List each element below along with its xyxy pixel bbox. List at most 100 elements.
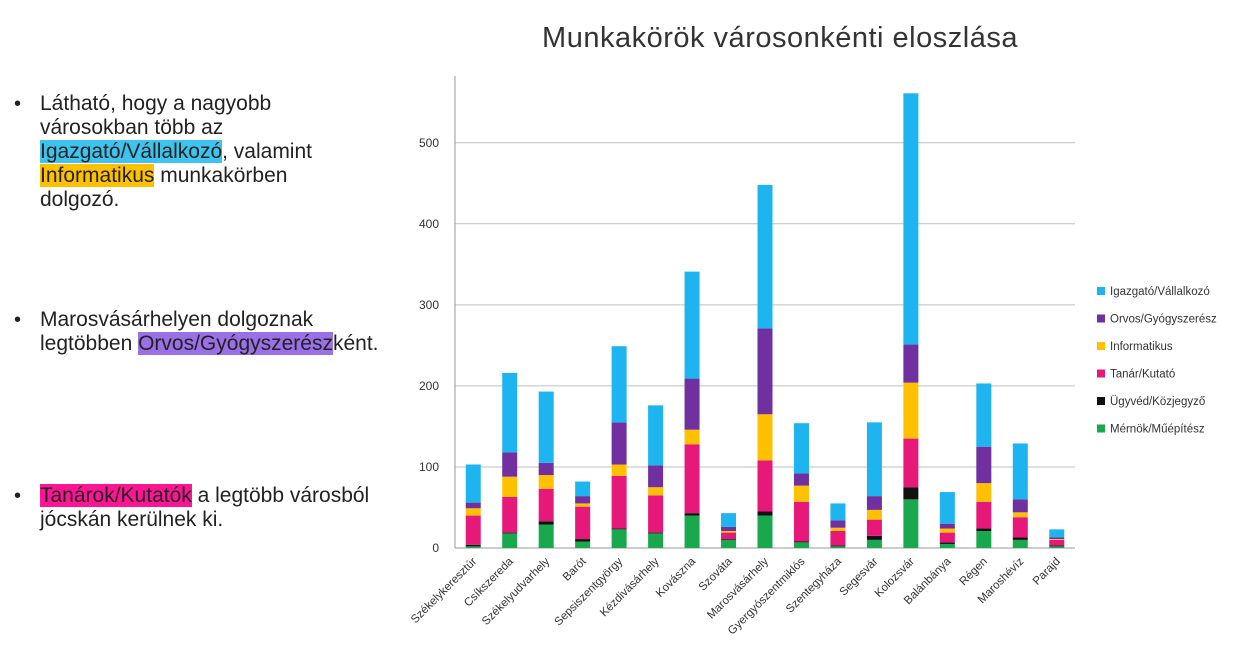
- bar-orvos-gy-gyszer-sz-9: [793, 473, 809, 486]
- bar-orvos-gy-gyszer-sz-14: [976, 446, 992, 484]
- bar-informatikus-7: [721, 530, 737, 533]
- y-tick-label-500: 500: [419, 136, 439, 150]
- bar-tan-r-kutat--0: [465, 515, 481, 545]
- bar-m-rn-k-m-p-t-sz-14: [976, 530, 992, 548]
- bar-informatikus-12: [903, 382, 919, 439]
- bar-orvos-gy-gyszer-sz-6: [684, 378, 700, 430]
- y-tick-label-0: 0: [432, 541, 439, 555]
- bar-igazgat-v-llalkoz--12: [903, 93, 919, 345]
- bar-m-rn-k-m-p-t-sz-10: [830, 546, 846, 548]
- bullet-dot-icon: •: [14, 485, 22, 507]
- legend-swatch-tan-r-kutat-: [1097, 369, 1105, 378]
- bar-orvos-gy-gyszer-sz-7: [721, 526, 737, 531]
- bar-orvos-gy-gyszer-sz-0: [465, 502, 481, 509]
- bar-igazgat-v-llalkoz--2: [538, 391, 554, 463]
- y-tick-label-100: 100: [419, 460, 439, 474]
- bar--gyv-d-k-zjegyz--9: [793, 541, 809, 543]
- bullet-dot-icon: •: [14, 93, 22, 115]
- bar-tan-r-kutat--5: [648, 495, 664, 533]
- bar-tan-r-kutat--14: [976, 501, 992, 529]
- bar-igazgat-v-llalkoz--7: [721, 513, 737, 527]
- bar-orvos-gy-gyszer-sz-2: [538, 462, 554, 476]
- bar-tan-r-kutat--12: [903, 438, 919, 488]
- bar-tan-r-kutat--6: [684, 444, 700, 514]
- legend-swatch-igazgat-v-llalkoz-: [1097, 287, 1105, 295]
- bar-orvos-gy-gyszer-sz-11: [866, 496, 882, 510]
- bar-igazgat-v-llalkoz--5: [648, 405, 664, 466]
- bullet-3: • Tanárok/Kutatók a legtöbb városból jóc…: [14, 484, 384, 532]
- bar--gyv-d-k-zjegyz--10: [830, 545, 846, 547]
- bar--gyv-d-k-zjegyz--3: [575, 539, 591, 542]
- bar-igazgat-v-llalkoz--1: [502, 372, 518, 453]
- bar-orvos-gy-gyszer-sz-10: [830, 520, 846, 528]
- legend-swatch-orvos-gy-gyszer-sz: [1097, 314, 1105, 323]
- bar-orvos-gy-gyszer-sz-15: [1012, 499, 1028, 513]
- bar-igazgat-v-llalkoz--8: [757, 184, 773, 329]
- bar-igazgat-v-llalkoz--9: [793, 423, 809, 474]
- bar-igazgat-v-llalkoz--3: [575, 481, 591, 497]
- bar-igazgat-v-llalkoz--10: [830, 503, 846, 521]
- bar-informatikus-0: [465, 508, 481, 516]
- x-tick-label-2: Székelyudvarhely: [480, 555, 552, 627]
- bar-tan-r-kutat--7: [721, 532, 737, 540]
- bar-m-rn-k-m-p-t-sz-7: [721, 539, 737, 548]
- bullet-dot-icon: •: [14, 309, 22, 331]
- bar-igazgat-v-llalkoz--13: [939, 492, 955, 524]
- x-tick-label-4: Sepsiszentgyörgy: [553, 555, 626, 628]
- bullet-2-text-2: ként.: [332, 332, 379, 355]
- x-tick-label-14: Régen: [957, 556, 989, 588]
- bullet-1-text-3: munkakörben dolgozó.: [40, 164, 288, 211]
- bar-m-rn-k-m-p-t-sz-16: [1049, 546, 1065, 548]
- bar-m-rn-k-m-p-t-sz-4: [611, 529, 627, 548]
- bar-m-rn-k-m-p-t-sz-11: [866, 539, 882, 548]
- bar-m-rn-k-m-p-t-sz-13: [939, 543, 955, 548]
- bar-informatikus-8: [757, 414, 773, 461]
- legend-swatch-informatikus: [1097, 342, 1105, 350]
- bar-tan-r-kutat--11: [866, 519, 882, 536]
- legend-label-m-rn-k-m-p-t-sz: Mérnök/Műépítész: [1110, 424, 1205, 436]
- x-tick-label-16: Parajd: [1031, 556, 1063, 588]
- bar-tan-r-kutat--10: [830, 530, 846, 546]
- bar--gyv-d-k-zjegyz--2: [538, 521, 554, 525]
- bar-orvos-gy-gyszer-sz-16: [1049, 537, 1065, 540]
- highlight-informatikus: Informatikus: [40, 164, 155, 187]
- chart-title: Munkakörök városonkénti eloszlása: [542, 22, 1018, 54]
- bar-m-rn-k-m-p-t-sz-6: [684, 515, 700, 548]
- bar--gyv-d-k-zjegyz--15: [1012, 537, 1028, 540]
- bar-informatikus-11: [866, 509, 882, 520]
- y-tick-label-200: 200: [419, 379, 439, 393]
- bar-m-rn-k-m-p-t-sz-2: [538, 524, 554, 548]
- bar-igazgat-v-llalkoz--16: [1049, 529, 1065, 538]
- bar-m-rn-k-m-p-t-sz-8: [757, 515, 773, 548]
- bar--gyv-d-k-zjegyz--5: [648, 532, 664, 534]
- bar-igazgat-v-llalkoz--14: [976, 383, 992, 447]
- bar-m-rn-k-m-p-t-sz-3: [575, 541, 591, 548]
- bar-igazgat-v-llalkoz--6: [684, 271, 700, 379]
- legend-label-orvos-gy-gyszer-sz: Orvos/Gyógyszerész: [1110, 314, 1217, 326]
- bar-informatikus-4: [611, 464, 627, 476]
- bar-tan-r-kutat--15: [1012, 517, 1028, 538]
- legend-swatch--gyv-d-k-zjegyz-: [1097, 397, 1105, 405]
- bar-informatikus-1: [502, 476, 518, 497]
- bar--gyv-d-k-zjegyz--8: [757, 511, 773, 516]
- bar-tan-r-kutat--2: [538, 488, 554, 522]
- bar-m-rn-k-m-p-t-sz-15: [1012, 539, 1028, 548]
- bar-tan-r-kutat--16: [1049, 539, 1065, 546]
- bar-tan-r-kutat--9: [793, 501, 809, 542]
- bar-m-rn-k-m-p-t-sz-12: [903, 499, 919, 548]
- bullet-1: • Látható, hogy a nagyobb városokban töb…: [14, 92, 384, 212]
- bar-informatikus-10: [830, 527, 846, 531]
- legend-label-tan-r-kutat-: Tanár/Kutató: [1110, 369, 1175, 381]
- legend-label-igazgat-v-llalkoz-: Igazgató/Vállalkozó: [1110, 286, 1210, 298]
- bullet-1-text-2: , valamint: [222, 140, 312, 163]
- bullet-3-text-1: a legtöbb városból jócskán kerülnek ki.: [40, 484, 370, 531]
- bar-igazgat-v-llalkoz--15: [1012, 443, 1028, 500]
- bar-tan-r-kutat--1: [502, 496, 518, 533]
- bar--gyv-d-k-zjegyz--12: [903, 487, 919, 500]
- bullet-2-text-1: Marosvásárhelyen dolgoznak legtöbben: [40, 308, 314, 355]
- bar-informatikus-6: [684, 429, 700, 445]
- bar-orvos-gy-gyszer-sz-12: [903, 344, 919, 383]
- x-tick-label-6: Kovászna: [654, 555, 699, 600]
- bar-tan-r-kutat--4: [611, 475, 627, 529]
